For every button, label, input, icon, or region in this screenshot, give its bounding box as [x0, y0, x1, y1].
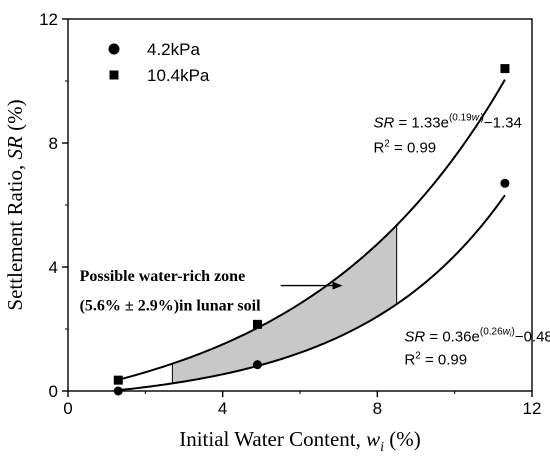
y-tick-label: 12: [39, 10, 58, 29]
fit-curve-4-2kpa: [118, 194, 506, 392]
legend-marker-square: [109, 70, 119, 80]
fit-curve-10-4kpa: [118, 79, 506, 381]
r-squared-10-4kpa: R2 = 0.99: [373, 138, 436, 156]
data-point-10-4kpa: [500, 64, 510, 74]
data-point-10-4kpa: [252, 319, 262, 329]
fit-curves-layer: [118, 79, 506, 392]
y-axis-label: Settlement Ratio, SR (%): [3, 99, 27, 310]
r-squared-4-2kpa: R2 = 0.99: [404, 351, 467, 369]
ticks-layer: 0 4 8 12 0 4 8 12: [39, 10, 541, 418]
zone-arrowhead: [332, 281, 343, 290]
y-tick-label: 8: [49, 134, 58, 153]
x-axis-label: Initial Water Content, wi (%): [179, 427, 421, 455]
legend-label-4-2kpa: 4.2kPa: [147, 40, 200, 59]
equation-4-2kpa: SR = 0.36e(0.26wi)−0.48: [404, 326, 550, 345]
data-point-4-2kpa: [500, 178, 510, 188]
equation-10-4kpa: SR = 1.33e(0.19wi)−1.34: [373, 113, 521, 132]
data-point-10-4kpa: [113, 375, 123, 385]
y-tick-label: 0: [49, 382, 58, 401]
markers-layer: [113, 64, 510, 396]
data-point-4-2kpa: [252, 360, 262, 370]
y-tick-label: 4: [49, 258, 58, 277]
legend-marker-circle: [108, 43, 120, 55]
x-tick-label: 8: [373, 399, 382, 418]
x-tick-label: 4: [218, 399, 227, 418]
legend: 4.2kPa 10.4kPa: [108, 40, 210, 85]
legend-label-10-4kpa: 10.4kPa: [147, 66, 210, 85]
x-tick-label: 12: [523, 399, 542, 418]
x-tick-label: 0: [63, 399, 72, 418]
zone-label-line2: (5.6% ± 2.9%)in lunar soil: [80, 297, 262, 314]
zone-label-line1: Possible water-rich zone: [80, 268, 246, 285]
data-point-4-2kpa: [113, 386, 123, 396]
